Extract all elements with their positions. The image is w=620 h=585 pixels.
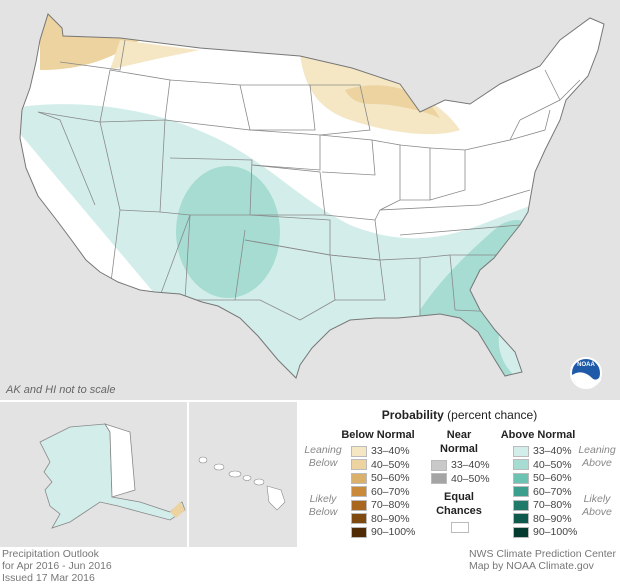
above-swatch	[513, 459, 529, 470]
above-normal-header: Above Normal	[500, 429, 576, 441]
below-swatch	[351, 459, 367, 470]
noaa-logo-text: NOAA	[577, 362, 595, 368]
below-legend-item: 40–50%	[351, 458, 410, 472]
below-33-40-north	[110, 40, 200, 70]
above-swatch-label: 90–100%	[533, 526, 578, 538]
equal-chances-label: Equal Chances	[433, 490, 485, 518]
likely-below-line2: Below	[308, 506, 338, 518]
below-swatch	[351, 499, 367, 511]
leaning-above-line2: Above	[582, 457, 612, 469]
footer-left: Precipitation Outlook for Apr 2016 - Jun…	[2, 548, 112, 584]
legend-title-rest: (percent chance)	[443, 408, 538, 422]
leaning-above-label: Leaning Above	[575, 444, 619, 470]
near-swatch-label: 33–40%	[451, 459, 490, 471]
near-normal-header-line2: Normal	[440, 443, 478, 455]
near-legend-item: 40–50%	[431, 472, 490, 486]
above-legend-item: 60–70%	[513, 485, 572, 499]
below-normal-header: Below Normal	[341, 429, 415, 441]
divider	[0, 400, 620, 402]
above-swatch-label: 50–60%	[533, 472, 572, 484]
legend-title-bold: Probability	[381, 408, 444, 422]
below-legend-item: 90–100%	[351, 525, 415, 539]
above-swatch	[513, 513, 529, 524]
alaska-map-svg	[0, 402, 187, 547]
legend: Probability (percent chance) Below Norma…	[299, 402, 620, 547]
above-swatch-label: 33–40%	[533, 445, 572, 457]
above-swatch	[513, 472, 529, 484]
above-swatch	[513, 499, 529, 511]
leaning-above-line1: Leaning	[578, 444, 616, 456]
below-swatch-label: 33–40%	[371, 445, 410, 457]
below-legend-item: 70–80%	[351, 498, 410, 512]
hawaii-inset	[189, 402, 297, 547]
hawaii-map-svg	[189, 402, 297, 547]
alaska-panhandle-below	[170, 502, 185, 518]
scale-note: AK and HI not to scale	[6, 384, 116, 396]
below-swatch-label: 90–100%	[371, 526, 416, 538]
footer-right: NWS Climate Prediction Center Map by NOA…	[469, 548, 616, 572]
below-swatch-label: 70–80%	[371, 499, 410, 511]
below-swatch	[351, 472, 367, 484]
above-legend-item: 90–100%	[513, 525, 577, 539]
below-legend-item: 33–40%	[351, 444, 410, 458]
likely-below-line1: Likely	[309, 493, 337, 505]
conus-map: NOAA AK and HI not to scale	[0, 0, 620, 400]
below-40-50-michigan	[345, 85, 440, 118]
noaa-logo: NOAA	[570, 357, 602, 389]
likely-above-line1: Likely	[583, 493, 611, 505]
below-legend-item: 60–70%	[351, 485, 410, 499]
leaning-below-label: Leaning Below	[301, 444, 345, 470]
above-40-50-southern-plains	[176, 166, 280, 298]
above-legend-item: 40–50%	[513, 458, 572, 472]
near-swatch-label: 40–50%	[451, 472, 490, 485]
above-legend-item: 50–60%	[513, 471, 572, 485]
below-swatch-label: 60–70%	[371, 485, 410, 498]
equal-chances-swatch	[451, 522, 469, 533]
above-legend-item: 33–40%	[513, 444, 572, 458]
below-legend-item: 80–90%	[351, 512, 410, 526]
footer-period: for Apr 2016 - Jun 2016	[2, 560, 112, 572]
below-swatch	[351, 513, 367, 524]
below-swatch-label: 80–90%	[371, 512, 410, 525]
hawaii-islands	[198, 456, 286, 511]
equal-chances-line2: Chances	[436, 505, 482, 517]
near-swatch	[431, 459, 447, 471]
likely-above-label: Likely Above	[575, 493, 619, 519]
below-swatch	[351, 486, 367, 497]
above-swatch	[513, 486, 529, 497]
near-normal-header-line1: Near	[446, 429, 472, 441]
above-swatch-label: 70–80%	[533, 499, 572, 511]
us-outline	[19, 13, 605, 379]
legend-title: Probability (percent chance)	[299, 408, 620, 422]
leaning-below-line1: Leaning	[304, 444, 342, 456]
footer-issued: Issued 17 Mar 2016	[2, 572, 95, 584]
footer-title: Precipitation Outlook	[2, 548, 99, 560]
above-legend-item: 70–80%	[513, 498, 572, 512]
leaning-below-line2: Below	[308, 457, 338, 469]
near-normal-header: Near Normal	[433, 428, 485, 456]
footer-credit: Map by NOAA Climate.gov	[468, 560, 594, 572]
near-swatch	[431, 473, 447, 484]
near-legend-item: 33–40%	[431, 458, 490, 472]
below-swatch-label: 40–50%	[371, 458, 410, 471]
likely-above-line2: Above	[582, 506, 612, 518]
above-swatch	[513, 526, 529, 538]
above-swatch-label: 80–90%	[533, 512, 572, 525]
likely-below-label: Likely Below	[301, 493, 345, 519]
footer-agency: NWS Climate Prediction Center	[468, 548, 616, 560]
state-borders	[37, 39, 581, 321]
alaska-inset	[0, 402, 187, 547]
below-swatch	[351, 526, 367, 538]
above-swatch-label: 60–70%	[533, 485, 572, 498]
above-swatch-label: 40–50%	[533, 458, 572, 471]
conus-map-svg: NOAA	[19, 13, 605, 389]
below-swatch-label: 50–60%	[371, 472, 410, 484]
above-legend-item: 80–90%	[513, 512, 572, 526]
below-legend-item: 50–60%	[351, 471, 410, 485]
equal-chances-line1: Equal	[444, 491, 474, 503]
below-swatch	[351, 445, 367, 457]
alaska-equal-chances	[104, 423, 136, 498]
above-swatch	[513, 445, 529, 457]
